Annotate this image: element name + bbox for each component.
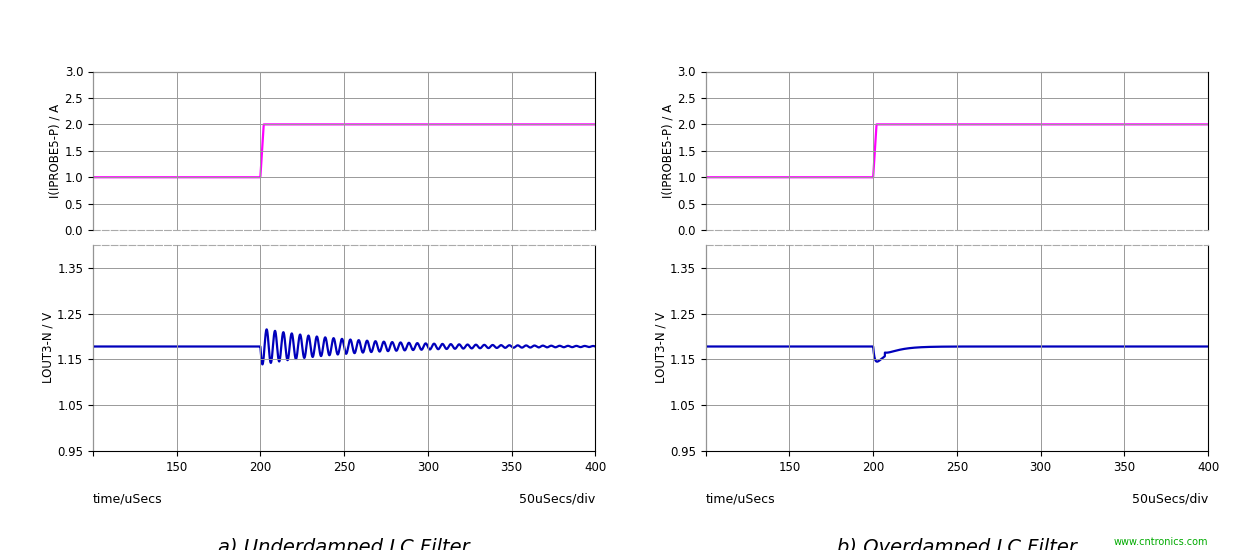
Text: time/uSecs: time/uSecs [93,492,162,505]
Y-axis label: LOUT3-N / V: LOUT3-N / V [41,312,55,383]
Y-axis label: LOUT3-N / V: LOUT3-N / V [654,312,667,383]
Text: time/uSecs: time/uSecs [706,492,776,505]
Text: b) Overdamped LC Filter: b) Overdamped LC Filter [836,538,1077,550]
Text: a) Underdamped LC Filter: a) Underdamped LC Filter [218,538,470,550]
Text: 50uSecs/div: 50uSecs/div [519,492,595,505]
Y-axis label: I(IPROBE5-P) / A: I(IPROBE5-P) / A [48,104,62,198]
Y-axis label: I(IPROBE5-P) / A: I(IPROBE5-P) / A [662,104,674,198]
Text: 50uSecs/div: 50uSecs/div [1131,492,1208,505]
Text: www.cntronics.com: www.cntronics.com [1114,537,1208,547]
